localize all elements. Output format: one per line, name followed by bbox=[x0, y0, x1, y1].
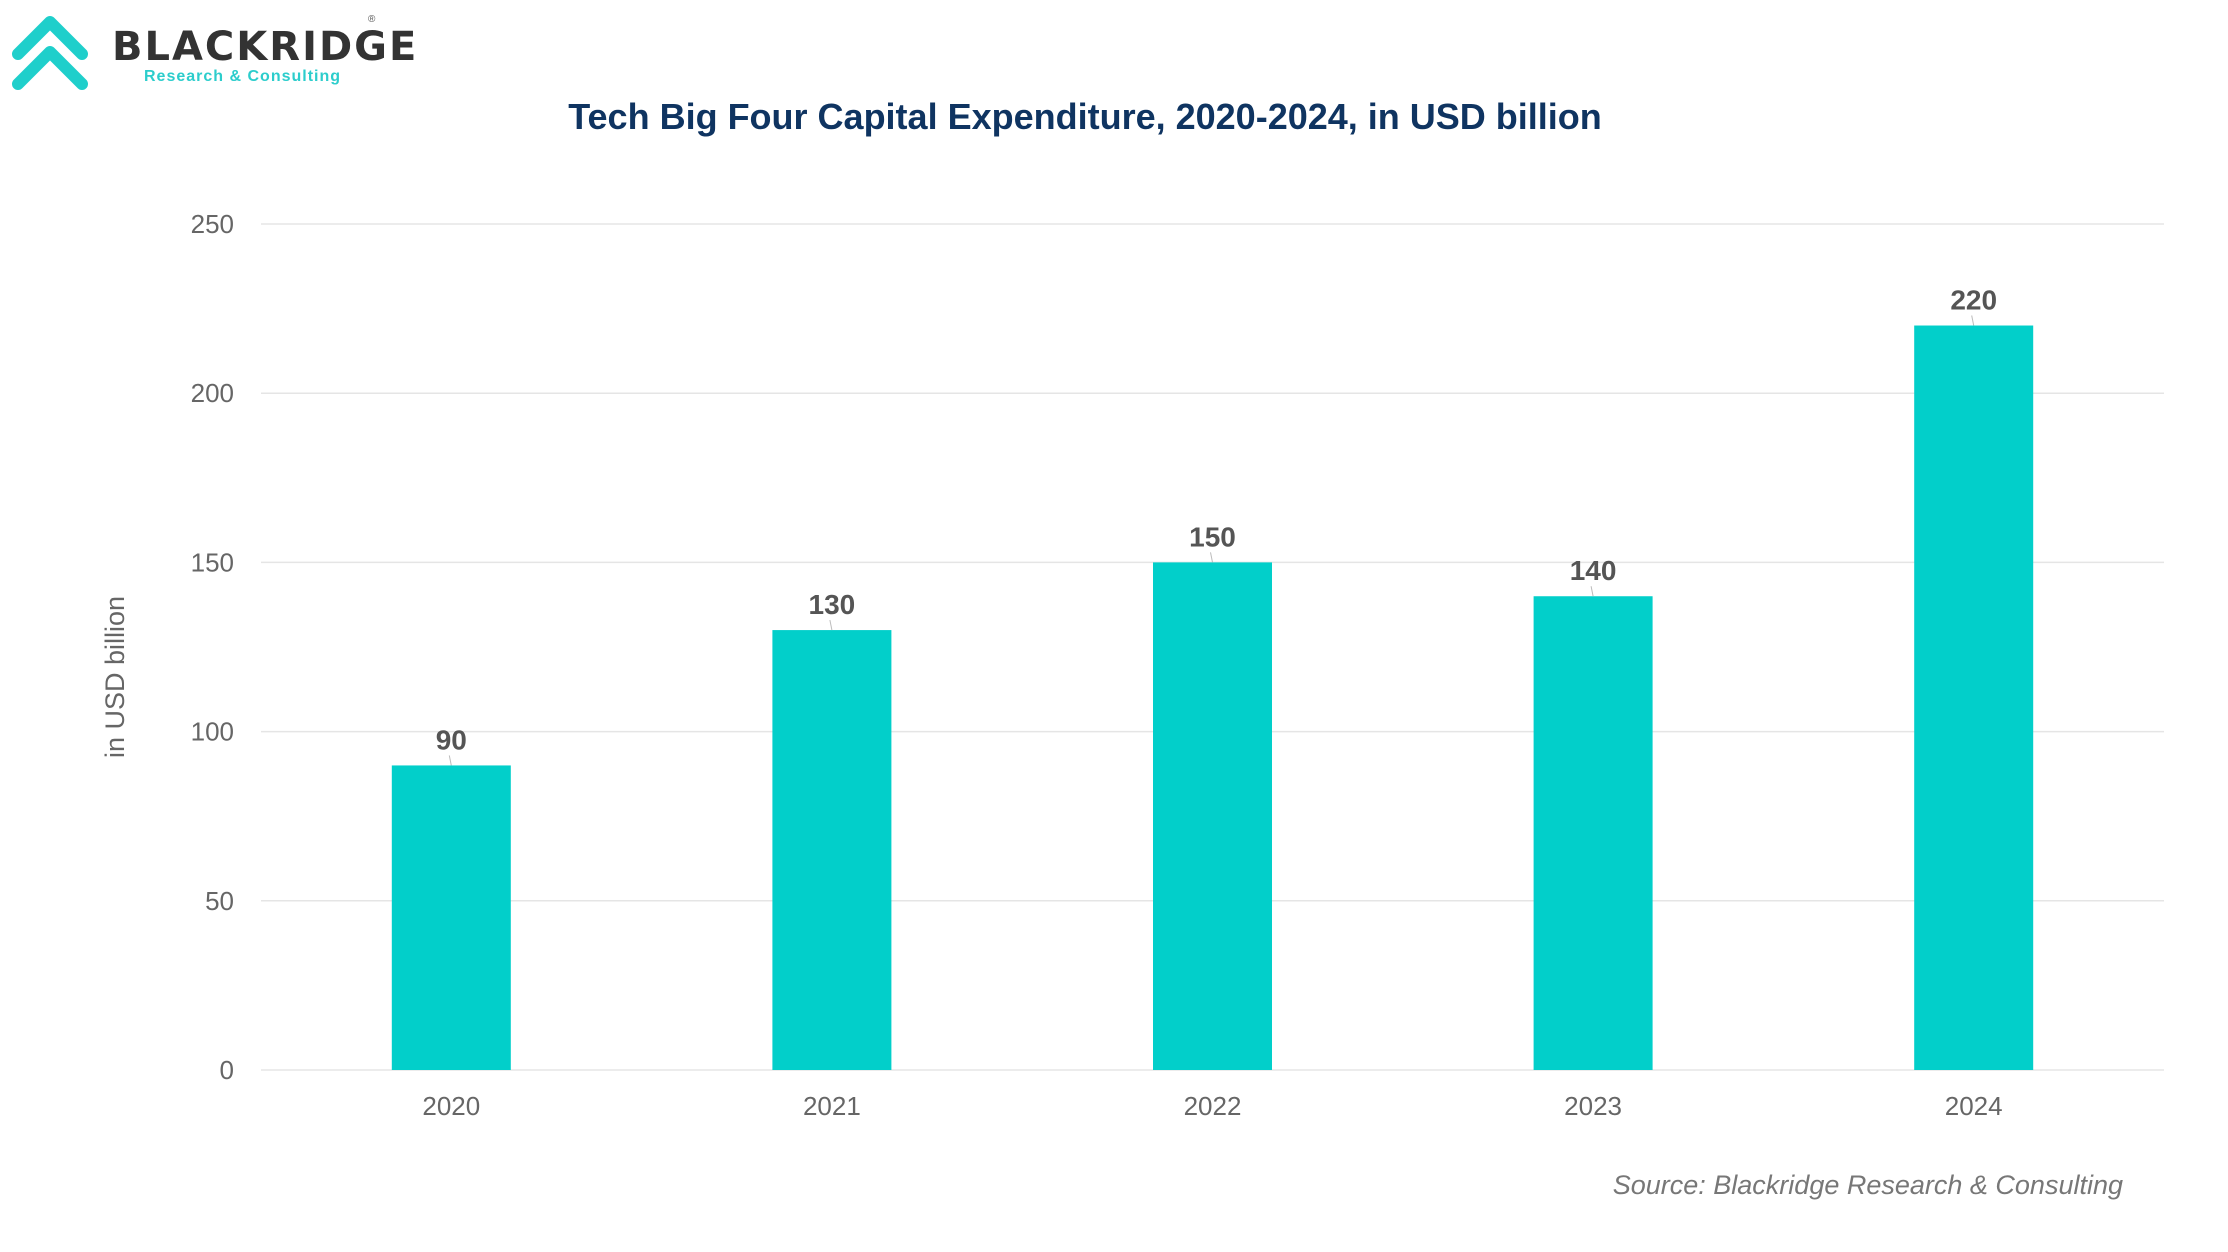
y-tick-label: 50 bbox=[205, 886, 234, 916]
data-label: 130 bbox=[809, 589, 856, 620]
data-label: 90 bbox=[436, 724, 467, 755]
y-axis-label: in USD billion bbox=[100, 596, 130, 758]
data-label-leader bbox=[1971, 315, 1975, 326]
y-tick-label: 0 bbox=[220, 1055, 234, 1085]
data-label-leader bbox=[448, 755, 452, 766]
chevron-up-logo-icon bbox=[12, 16, 88, 90]
data-label-leader bbox=[829, 619, 833, 631]
bar-2022 bbox=[1153, 562, 1272, 1070]
y-tick-label: 150 bbox=[191, 547, 234, 577]
x-tick-label: 2022 bbox=[1184, 1091, 1242, 1121]
company-logo: BLACKRIDGE ® Research & Consulting bbox=[8, 14, 416, 94]
logo-registered: ® bbox=[368, 14, 376, 25]
bar-2021 bbox=[772, 630, 892, 1070]
logo-name: BLACKRIDGE bbox=[112, 24, 419, 70]
data-label-leader bbox=[1590, 586, 1594, 597]
data-label: 140 bbox=[1570, 555, 1617, 586]
data-label-leader bbox=[1210, 552, 1213, 563]
y-tick-label: 200 bbox=[191, 378, 234, 408]
source-note: Source: Blackridge Research & Consulting bbox=[1612, 1170, 2123, 1200]
x-tick-label: 2020 bbox=[422, 1091, 480, 1121]
x-tick-label: 2021 bbox=[803, 1091, 861, 1121]
y-tick-label: 100 bbox=[191, 717, 234, 747]
bar-2023 bbox=[1533, 596, 1653, 1070]
data-label: 150 bbox=[1189, 521, 1236, 552]
bar-2024 bbox=[1914, 325, 2034, 1070]
x-tick-label: 2024 bbox=[1945, 1091, 2003, 1121]
bar-2020 bbox=[391, 765, 511, 1070]
chart-title: Tech Big Four Capital Expenditure, 2020-… bbox=[568, 96, 1602, 137]
x-tick-label: 2023 bbox=[1564, 1091, 1622, 1121]
y-tick-label: 250 bbox=[191, 209, 234, 239]
data-label: 220 bbox=[1950, 285, 1997, 316]
logo-subtitle: Research & Consulting bbox=[144, 68, 342, 85]
